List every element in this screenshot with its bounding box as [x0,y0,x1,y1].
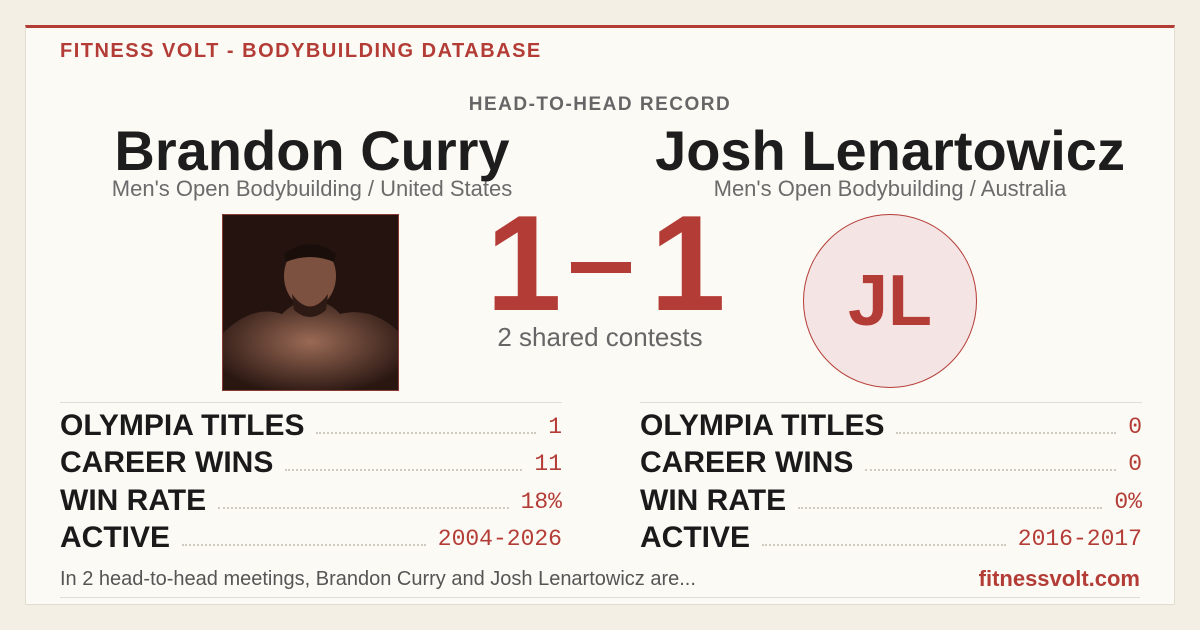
athlete-name: Brandon Curry [114,119,510,182]
stat-row: WIN RATE 18% [60,478,562,516]
stat-label: CAREER WINS [640,446,854,479]
footer-rule [60,597,1140,598]
stat-label: ACTIVE [60,521,171,554]
stat-label: CAREER WINS [60,446,274,479]
stat-value: 0% [1114,488,1142,515]
stat-label: OLYMPIA TITLES [60,408,305,442]
stat-value: 1 [548,413,562,440]
footer-site: fitnessvolt.com [978,566,1140,591]
leader [316,431,537,434]
stat-label: ACTIVE [640,521,751,554]
brand: FITNESS VOLT - BODYBUILDING DATABASE [60,40,542,62]
leader [896,431,1117,434]
stat-value: 11 [534,451,562,477]
score-right: 1 [650,187,726,339]
stat-value: 0 [1128,451,1142,477]
stat-label: WIN RATE [640,483,787,517]
score-left: 1 [486,187,562,339]
stats-right: OLYMPIA TITLES 0 CAREER WINS 0 WIN RATE 0% ACT… [640,402,1142,553]
leader [182,544,426,546]
avatar-initials: JL [803,214,977,388]
leader [762,544,1006,546]
athlete-division: Men's Open Bodybuilding / United States [111,176,513,201]
leader [865,469,1117,471]
stat-row: OLYMPIA TITLES 1 [60,403,562,441]
leader [798,506,1103,509]
leader [218,506,509,509]
section-title: HEAD-TO-HEAD RECORD [468,94,732,115]
athlete-division: Men's Open Bodybuilding / Australia [713,176,1067,201]
stat-row: WIN RATE 0% [640,478,1142,516]
athlete-name: Josh Lenartowicz [655,119,1125,182]
leader [285,469,523,471]
stat-value: 18% [520,488,562,515]
stat-row: OLYMPIA TITLES 0 [640,403,1142,441]
stat-row: CAREER WINS 11 [60,441,562,479]
score-dash [571,262,631,273]
stat-value: 0 [1128,413,1142,440]
athlete-photo [222,214,399,391]
stats-left: OLYMPIA TITLES 1 CAREER WINS 11 WIN RATE 18% A… [60,402,562,553]
footer-summary: In 2 head-to-head meetings, Brandon Curr… [60,568,696,590]
stat-label: WIN RATE [60,483,207,517]
score-caption: 2 shared contests [497,322,703,352]
stat-row: ACTIVE 2016-2017 [640,516,1142,554]
stat-value: 2004-2026 [437,526,562,552]
stat-label: OLYMPIA TITLES [640,408,885,442]
stat-row: CAREER WINS 0 [640,441,1142,479]
stat-value: 2016-2017 [1017,526,1142,552]
stat-row: ACTIVE 2004-2026 [60,516,562,554]
